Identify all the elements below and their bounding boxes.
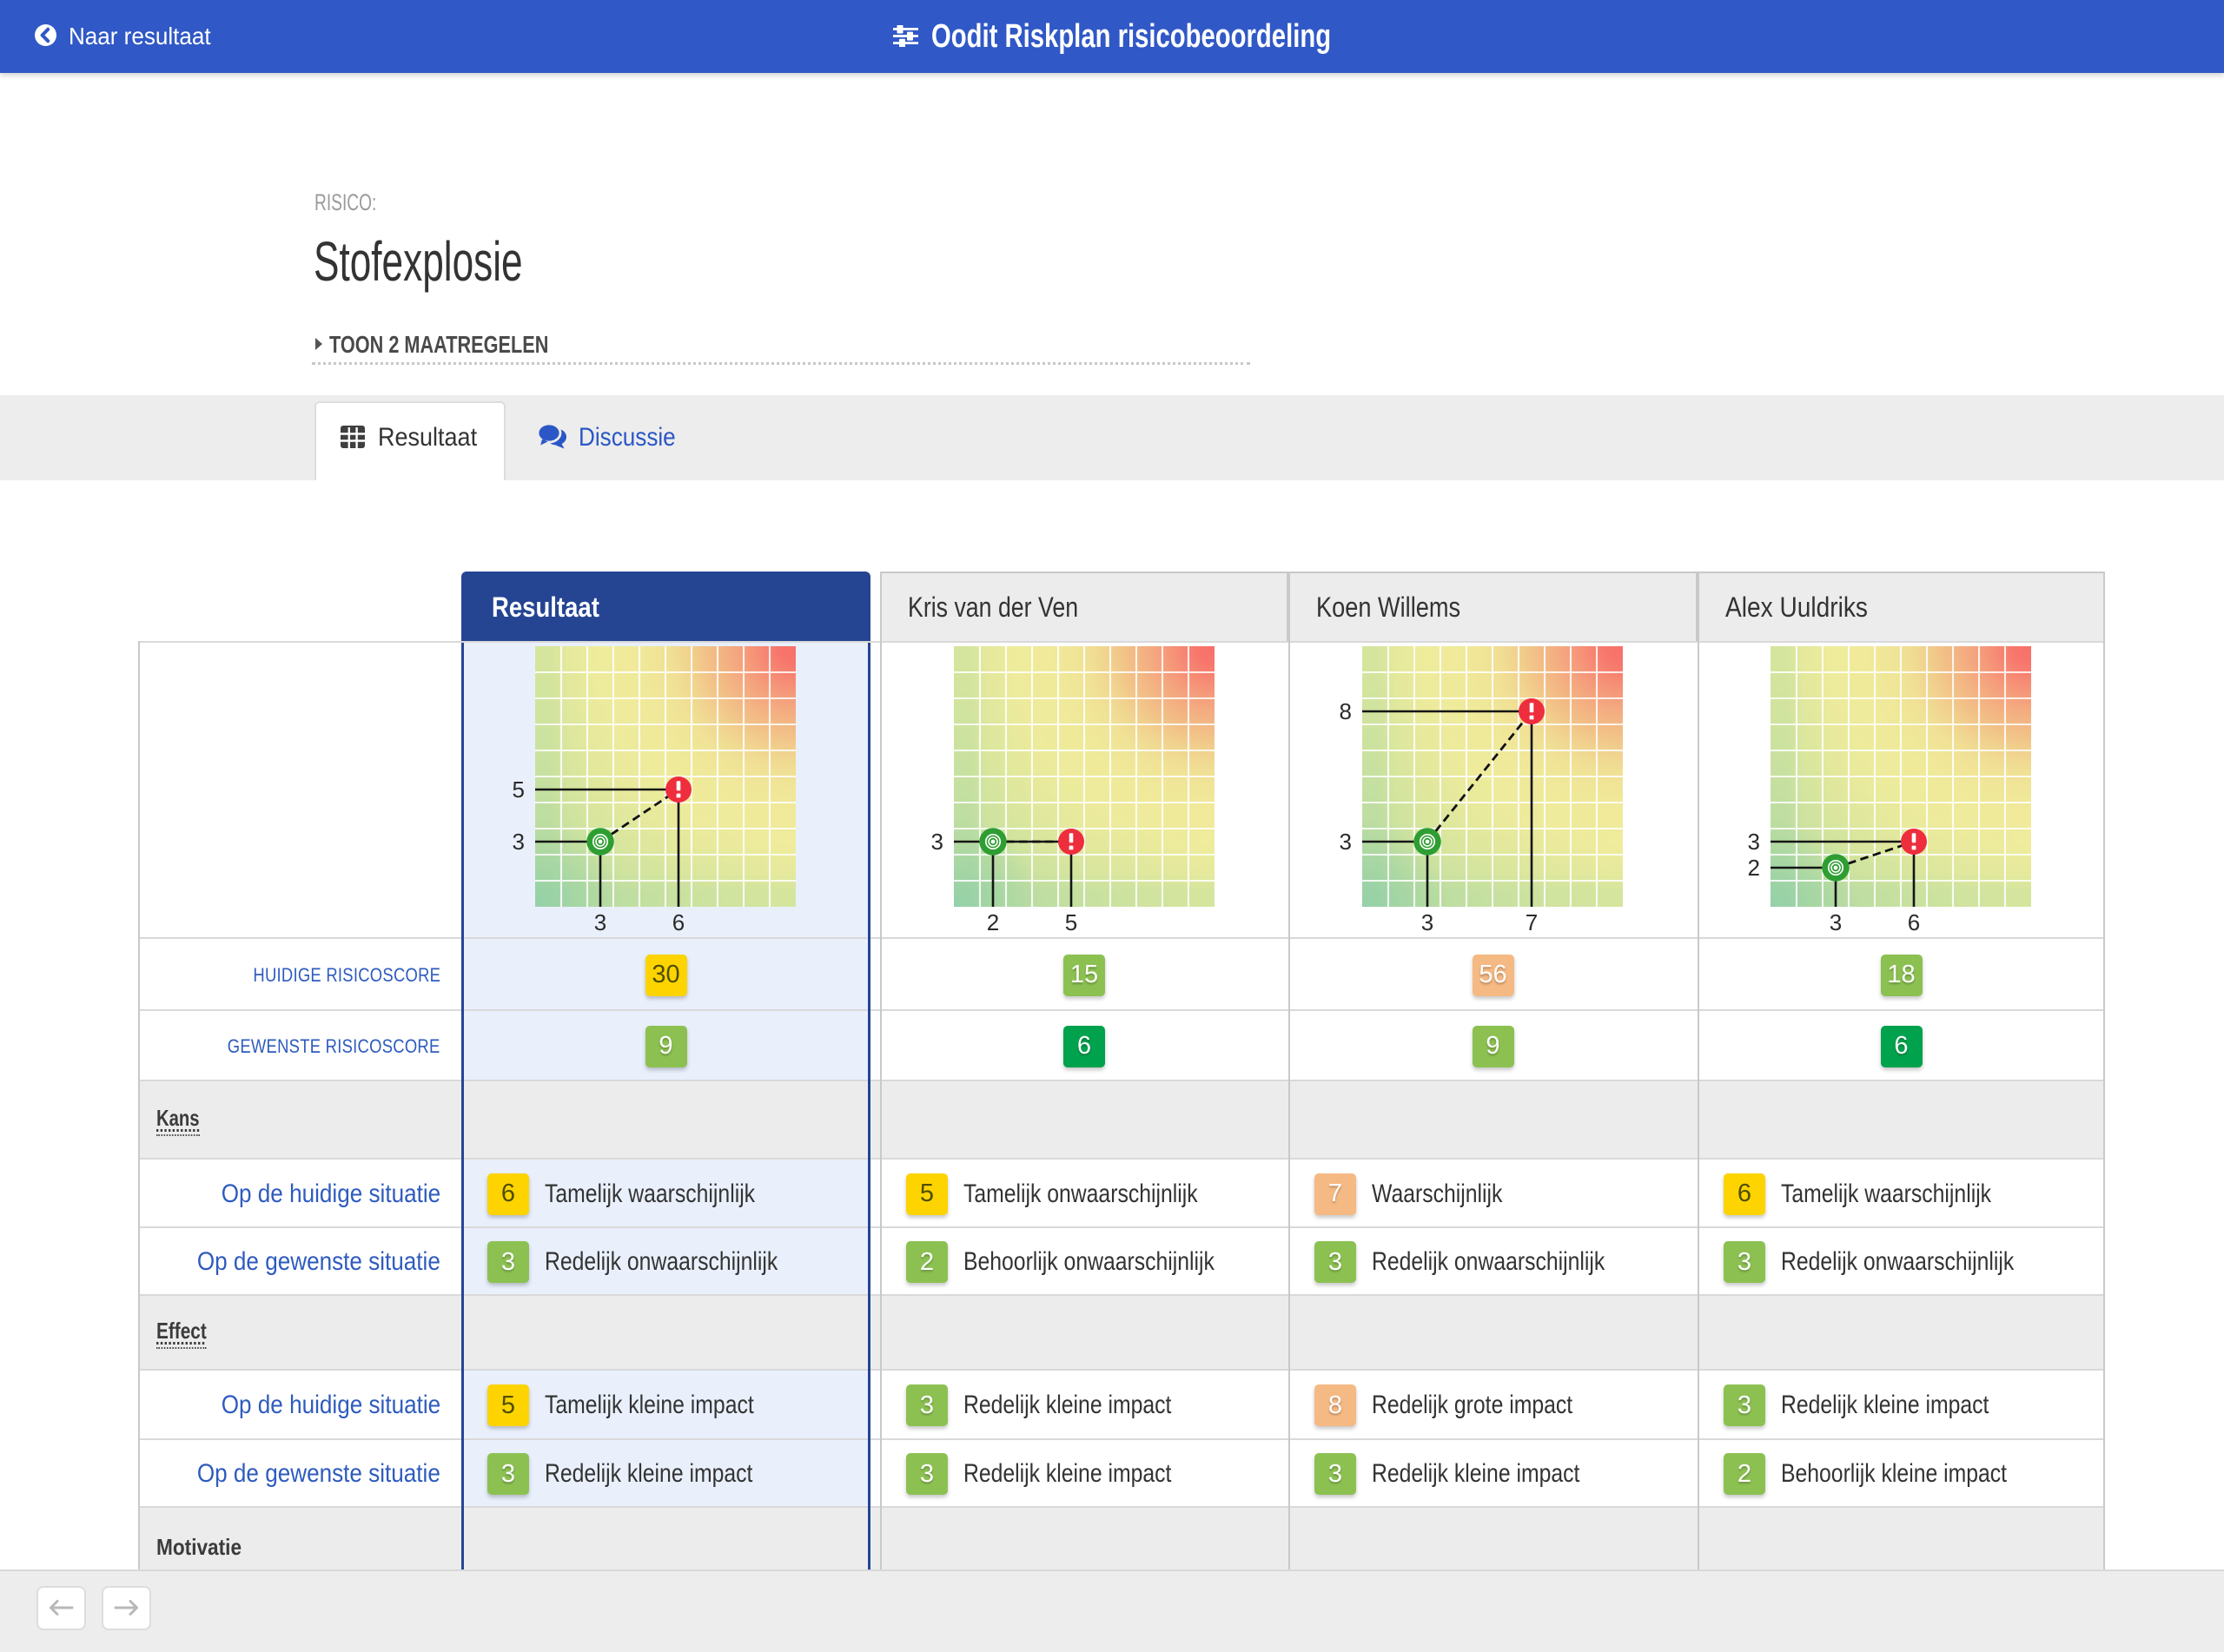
svg-text:3: 3 <box>931 829 943 855</box>
svg-text:3: 3 <box>1748 829 1760 855</box>
svg-text:5: 5 <box>1065 909 1077 935</box>
svg-text:5: 5 <box>513 776 525 803</box>
svg-text:7: 7 <box>1526 909 1538 935</box>
svg-text:3: 3 <box>513 829 525 855</box>
svg-text:3: 3 <box>1421 909 1433 935</box>
svg-text:8: 8 <box>1340 698 1352 724</box>
svg-text:3: 3 <box>1340 829 1352 855</box>
svg-text:2: 2 <box>1748 855 1760 881</box>
svg-text:2: 2 <box>987 909 999 935</box>
svg-text:6: 6 <box>672 909 685 935</box>
svg-text:3: 3 <box>594 909 606 935</box>
svg-text:6: 6 <box>1908 909 1920 935</box>
svg-text:3: 3 <box>1830 909 1842 935</box>
